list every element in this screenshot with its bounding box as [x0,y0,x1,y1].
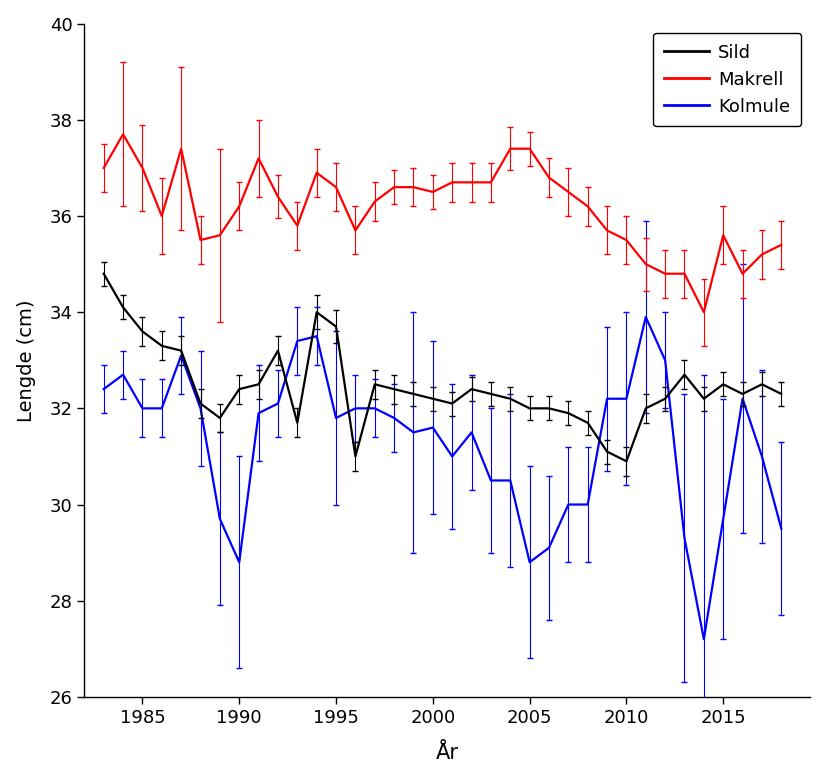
Legend: Sild, Makrell, Kolmule: Sild, Makrell, Kolmule [653,33,801,126]
Y-axis label: Lengde (cm): Lengde (cm) [17,299,36,421]
X-axis label: År: År [436,743,459,764]
